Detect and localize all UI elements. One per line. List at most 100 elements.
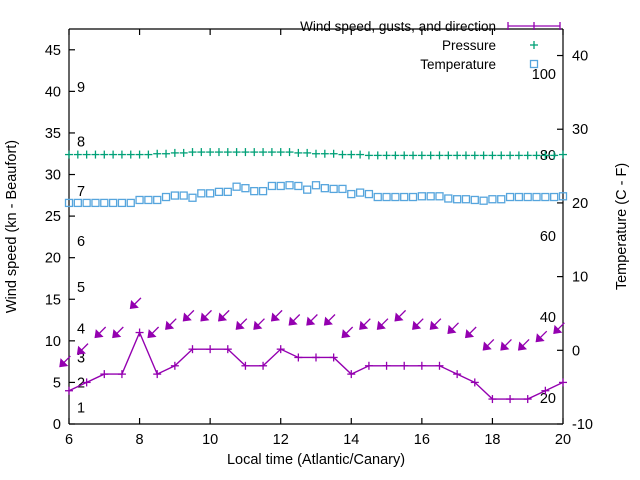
fahrenheit-label: 100 — [532, 67, 556, 83]
pressure-marker — [267, 148, 276, 157]
series-temperature — [64, 181, 568, 208]
temperature-marker — [82, 198, 91, 208]
fahrenheit-label: 40 — [540, 310, 556, 326]
temperature-marker — [241, 184, 250, 193]
temperature-marker — [285, 181, 294, 190]
pressure-marker — [294, 148, 303, 157]
legend-marker — [507, 22, 561, 30]
legend-marker — [530, 41, 538, 49]
wind-speed-marker — [188, 345, 197, 354]
temperature-marker — [373, 192, 382, 202]
temperature-marker — [470, 195, 479, 205]
pressure-marker — [373, 151, 382, 160]
temperature-marker — [347, 189, 356, 199]
y2-tick-label: -10 — [572, 417, 593, 433]
wind-speed-marker — [417, 361, 426, 370]
beaufort-scale-labels: 1 2 3 4 5 6 7 8 9 — [77, 80, 85, 416]
pressure-marker — [400, 151, 409, 160]
pressure-marker — [470, 151, 479, 160]
pressure-marker — [338, 150, 347, 159]
temperature-marker — [550, 192, 559, 202]
temperature-marker — [303, 185, 312, 194]
pressure-marker — [232, 148, 241, 157]
legend-label: Pressure — [442, 38, 496, 53]
temperature-marker — [214, 187, 224, 197]
temperature-marker — [64, 198, 74, 208]
temperature-marker — [488, 195, 497, 204]
pressure-marker — [559, 150, 567, 159]
pressure-marker — [435, 151, 444, 160]
series-wind-speed — [65, 328, 567, 404]
wind-direction-arrow — [341, 326, 354, 339]
temperature-marker — [91, 198, 100, 208]
temperature-marker — [73, 198, 82, 208]
wind-speed-marker — [294, 353, 303, 362]
pressure-marker — [461, 151, 470, 160]
beaufort-label: 6 — [77, 234, 85, 250]
pressure-marker — [550, 151, 559, 160]
temperature-marker — [523, 192, 532, 202]
temperature-marker — [558, 192, 568, 201]
legend-marker — [529, 59, 539, 69]
temperature-marker — [391, 192, 400, 202]
wind-speed-marker — [541, 386, 550, 395]
x-tick-label: 12 — [273, 432, 289, 448]
pressure-marker — [541, 151, 550, 160]
legend: Wind speed, gusts, and direction Pressure… — [300, 19, 561, 72]
wind-direction-arrow — [465, 326, 477, 339]
wind-direction-arrow — [429, 318, 442, 330]
temperature-marker — [444, 194, 453, 203]
pressure-marker — [144, 150, 153, 159]
beaufort-label: 4 — [77, 321, 85, 337]
wind-speed-marker — [453, 370, 462, 379]
pressure-marker — [65, 150, 73, 159]
y-tick-label: 45 — [45, 43, 61, 59]
temperature-marker — [479, 196, 488, 205]
wind-direction-arrow — [323, 314, 336, 326]
wind-direction-arrow — [535, 330, 548, 343]
temperature-marker — [126, 198, 135, 208]
fahrenheit-label: 20 — [540, 391, 556, 407]
temperature-marker — [435, 192, 444, 201]
temperature-marker — [144, 195, 153, 205]
wind-direction-arrow — [553, 322, 565, 334]
pressure-marker — [276, 148, 285, 157]
pressure-marker — [320, 149, 329, 158]
pressure-marker — [426, 151, 435, 160]
wind-direction-arrow — [288, 314, 301, 326]
temperature-marker — [108, 198, 118, 208]
wind-speed-marker — [364, 361, 373, 370]
wind-direction-arrow — [517, 339, 530, 351]
wind-speed-marker — [506, 395, 515, 404]
wind-direction-arrow — [253, 318, 265, 330]
pressure-marker — [417, 151, 426, 160]
wind-speed-marker — [382, 361, 391, 370]
pressure-marker — [250, 148, 259, 157]
pressure-marker — [82, 150, 91, 159]
beaufort-label: 9 — [77, 80, 85, 96]
pressure-marker — [179, 148, 188, 157]
temperature-marker — [232, 182, 241, 191]
x-tick-label: 8 — [136, 432, 144, 448]
pressure-marker — [259, 148, 268, 157]
temperature-marker — [320, 184, 329, 193]
pressure-marker — [109, 150, 118, 159]
wind-speed-marker — [206, 345, 215, 354]
y2-tick-label: 10 — [572, 270, 588, 286]
pressure-marker — [329, 149, 338, 158]
wind-speed-marker — [488, 395, 497, 404]
wind-speed-line — [68, 330, 564, 400]
x-tick-label: 14 — [343, 432, 359, 448]
temperature-marker — [311, 181, 321, 190]
wind-direction-arrow — [412, 318, 424, 330]
wind-direction-arrow — [76, 343, 89, 355]
wind-speed-marker — [65, 386, 73, 395]
pressure-marker — [488, 151, 497, 160]
wind-direction-arrow — [482, 339, 495, 351]
temperature-marker — [382, 192, 391, 202]
y2-tick-label: 20 — [572, 196, 588, 212]
y2-tick-label: 40 — [572, 49, 588, 65]
wind-speed-marker — [170, 361, 179, 370]
temperature-marker — [541, 192, 550, 202]
